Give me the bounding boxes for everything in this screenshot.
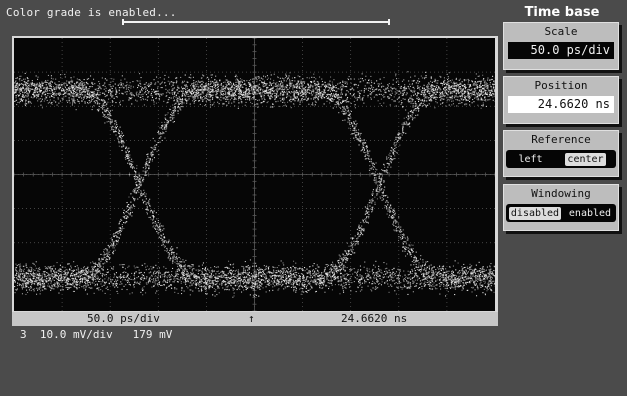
channel-offset: 179 mV: [132, 328, 173, 341]
trigger-position-arrow-icon: ↑: [248, 312, 255, 325]
scale-value[interactable]: 50.0 ps/div: [508, 42, 614, 59]
waveform-trace: [14, 71, 495, 298]
scale-label: Scale: [544, 25, 578, 38]
channel-number: 3: [20, 328, 27, 341]
reference-option-center[interactable]: center: [565, 152, 606, 166]
readout-scale: 50.0 ps/div: [87, 312, 160, 325]
reference-control[interactable]: Reference left center: [503, 130, 619, 177]
timebase-panel: Time base Scale 50.0 ps/div Position 24.…: [501, 0, 627, 396]
windowing-option-enabled[interactable]: enabled: [568, 207, 612, 219]
readout-bar: 50.0 ps/div ↑ 24.6620 ns: [12, 312, 498, 326]
channel-vdiv: 10.0 mV/div: [39, 328, 113, 341]
reference-label: Reference: [531, 133, 591, 146]
panel-title: Time base: [524, 5, 600, 20]
status-message: Color grade is enabled...: [6, 6, 177, 19]
graticule-grid: [14, 38, 495, 311]
windowing-toggle[interactable]: disabled enabled: [506, 204, 616, 222]
progress-bar-fill: [122, 21, 390, 23]
windowing-label: Windowing: [531, 187, 591, 200]
waveform-display[interactable]: [14, 38, 495, 311]
progress-bar: [122, 19, 390, 25]
windowing-option-disabled[interactable]: disabled: [508, 206, 562, 220]
windowing-control[interactable]: Windowing disabled enabled: [503, 184, 619, 231]
readout-position: 24.6620 ns: [341, 312, 408, 325]
channel-readout: 3 10.0 mV/div 179 mV: [20, 328, 172, 341]
position-value[interactable]: 24.6620 ns: [508, 96, 614, 113]
position-control[interactable]: Position 24.6620 ns: [503, 76, 619, 124]
position-label: Position: [534, 79, 588, 92]
reference-toggle[interactable]: left center: [506, 150, 616, 168]
reference-option-left[interactable]: left: [518, 153, 543, 165]
graticule-frame: [12, 36, 498, 313]
scale-control[interactable]: Scale 50.0 ps/div: [503, 22, 619, 70]
eye-diagram-plot: [14, 38, 495, 311]
